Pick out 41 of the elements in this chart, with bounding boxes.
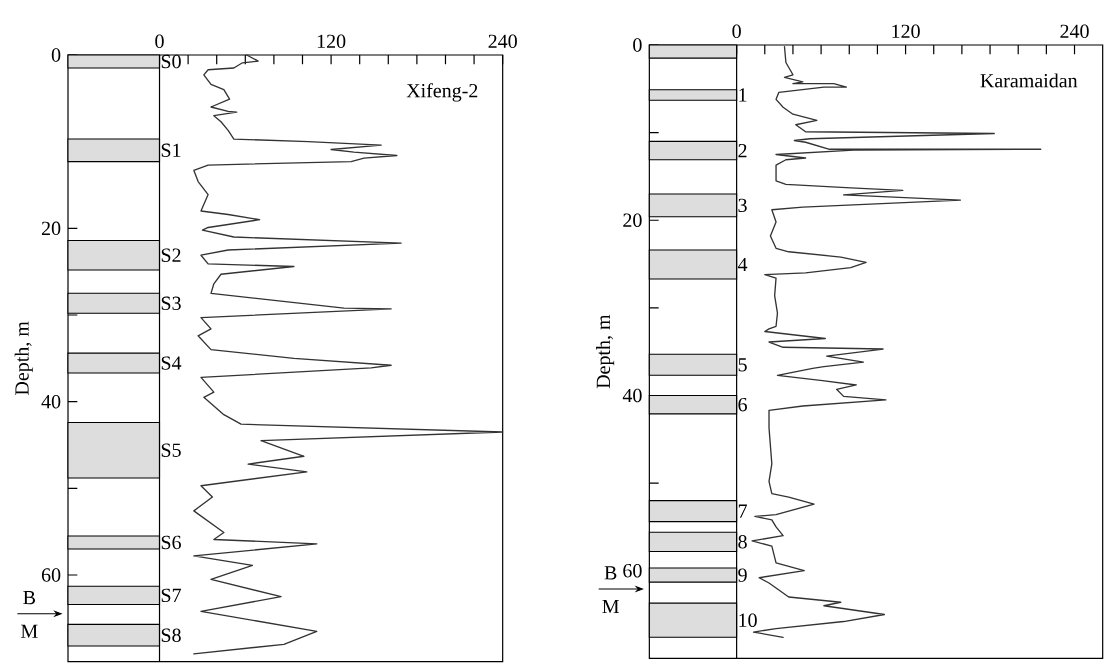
band-label: S8 [161,628,181,642]
line-series [193,54,504,655]
x-tick-label: 120 [317,34,346,49]
y-tick-label: 40 [41,394,61,409]
band-label: 1 [739,88,747,102]
y-tick-label: 40 [622,388,642,403]
x-tick-label: 240 [1060,24,1089,39]
band-label: S7 [161,588,181,603]
x-tick-label: 240 [488,34,517,49]
x-tick-label: 0 [155,34,164,49]
band-label: S0 [161,54,181,69]
band-label: S1 [161,143,181,158]
y-tick-label: 0 [51,48,61,62]
y-tick-label: 20 [623,213,642,227]
band-label: S2 [161,248,181,262]
x-tick-label: 120 [892,24,920,39]
band-label: S4 [161,356,182,370]
band-label: S3 [161,296,181,311]
band-label: 3 [738,198,747,213]
band-label: 5 [738,358,747,372]
text: Xifeng-2 [406,83,478,102]
band-label: 4 [737,257,748,272]
band-label: 10 [739,613,757,627]
text: Karamaidan [980,73,1078,88]
band-label: 9 [738,568,747,582]
band-label: 7 [738,504,747,518]
y-tick-label: 60 [623,563,642,578]
text: M [21,624,38,638]
band-label: 8 [738,535,747,549]
text: M [602,599,619,614]
band-label: 2 [738,143,747,158]
x-tick-label: 0 [732,24,741,39]
y-axis-title: Depth, m [14,321,33,395]
text: B [23,591,36,605]
y-tick-label: 60 [41,568,61,582]
y-tick-label: 20 [41,221,61,236]
y-axis-title: Depth, m [596,314,615,389]
text: B [604,566,617,580]
band-label: 6 [738,397,747,412]
band-label: S6 [161,535,181,550]
band-label: S5 [161,443,181,457]
